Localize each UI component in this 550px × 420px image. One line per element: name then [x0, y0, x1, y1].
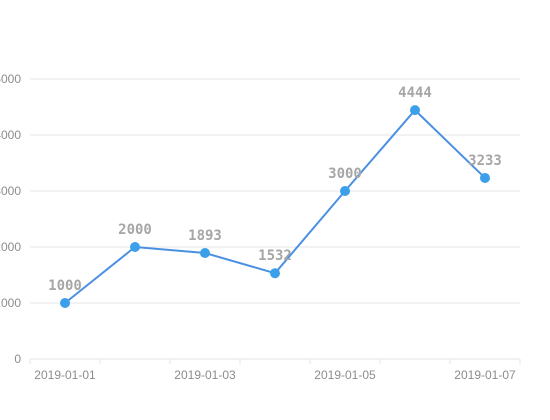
x-axis-tick-labels: 2019-01-01 2019-01-03 2019-01-05 2019-01-07	[34, 368, 516, 382]
y-tick-label: 3000	[0, 184, 21, 198]
data-point[interactable]	[410, 105, 420, 116]
data-point[interactable]	[480, 172, 490, 183]
data-points	[60, 105, 490, 308]
data-point[interactable]	[60, 298, 70, 308]
data-point[interactable]	[130, 242, 140, 252]
data-point[interactable]	[340, 186, 350, 196]
data-label: 1000	[48, 278, 82, 294]
x-tick-label: 2019-01-07	[454, 368, 516, 382]
y-tick-label: 2000	[0, 240, 21, 254]
data-label: 1893	[188, 228, 222, 244]
data-labels: 1000 2000 1893 1532 3000 4444 3233	[48, 85, 502, 294]
x-axis	[29, 358, 521, 364]
y-tick-label: 1000	[0, 296, 21, 310]
data-point[interactable]	[200, 247, 210, 258]
y-axis-tick-labels: 0 1000 2000 3000 4000 5000	[0, 72, 21, 366]
data-label: 3233	[468, 153, 502, 169]
data-label: 1532	[258, 248, 292, 264]
data-label: 2000	[118, 222, 152, 238]
x-tick-label: 2019-01-03	[174, 368, 236, 382]
y-tick-label: 5000	[0, 72, 21, 86]
data-point[interactable]	[270, 268, 280, 279]
data-label: 4444	[398, 85, 432, 101]
data-label: 3000	[328, 166, 362, 182]
gridlines	[30, 78, 520, 304]
x-tick-label: 2019-01-05	[314, 368, 376, 382]
y-tick-label: 4000	[0, 128, 21, 142]
y-tick-label: 0	[14, 352, 21, 366]
x-tick-label: 2019-01-01	[34, 368, 96, 382]
